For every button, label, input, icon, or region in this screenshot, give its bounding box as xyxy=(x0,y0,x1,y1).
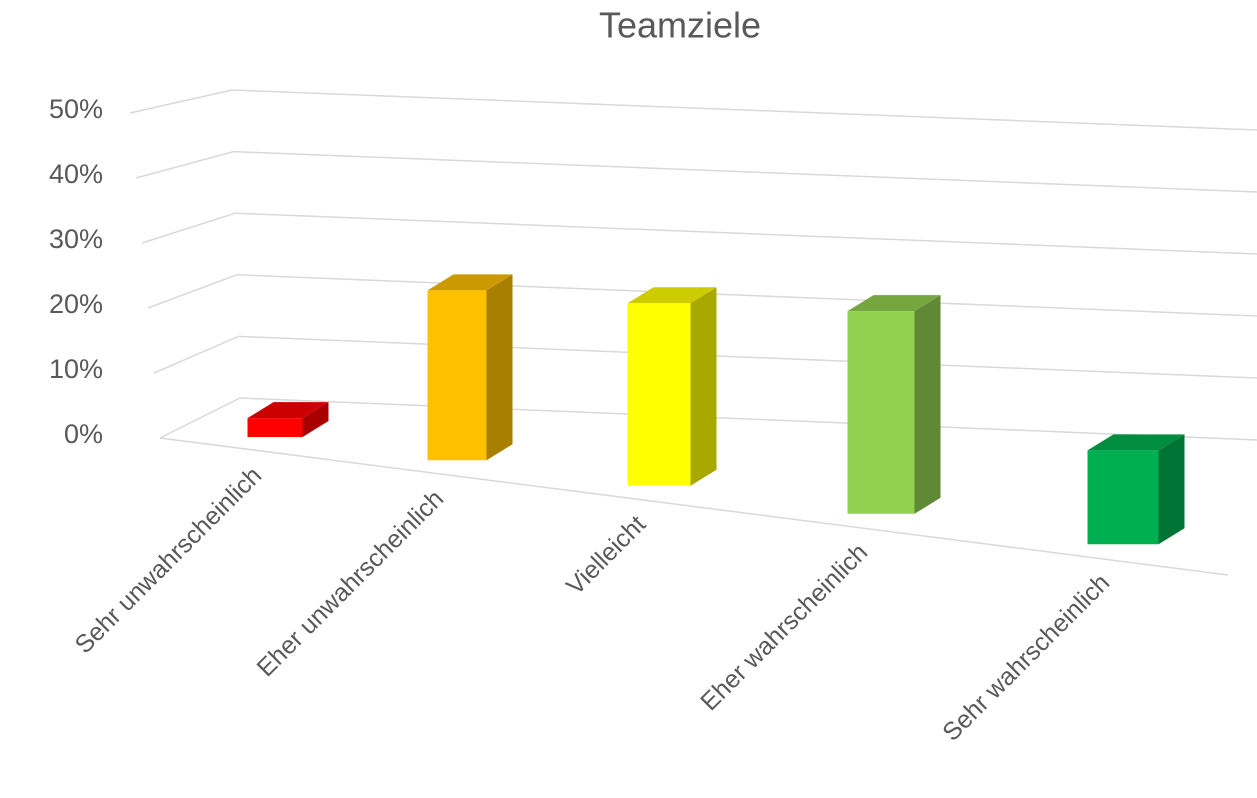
y-tick-label: 30% xyxy=(49,224,103,254)
bar-group xyxy=(847,295,941,514)
grid-line xyxy=(239,397,1257,441)
grid-line xyxy=(153,335,239,374)
bar-top xyxy=(1087,434,1185,451)
bar xyxy=(847,311,915,514)
bar-group xyxy=(1087,434,1185,545)
chart-title: Teamziele xyxy=(599,5,761,46)
x-tick-label: Sehr unwahrscheinlich xyxy=(70,461,268,659)
bar-group xyxy=(247,402,329,437)
bar-side xyxy=(914,295,941,514)
grid-line xyxy=(235,212,1257,255)
bar-group xyxy=(427,274,513,461)
bar-side xyxy=(690,287,717,486)
x-tick-label: Vielleicht xyxy=(561,510,651,600)
bar-top xyxy=(847,295,941,312)
floor-line xyxy=(159,437,1229,576)
bar xyxy=(627,303,691,486)
y-tick-label: 20% xyxy=(49,289,103,319)
grid-line xyxy=(233,150,1257,193)
grid-line xyxy=(159,397,241,439)
bar-top xyxy=(627,287,717,304)
x-tick-label: Eher unwahrscheinlich xyxy=(252,485,450,683)
bar-side xyxy=(1158,434,1185,545)
grid-line xyxy=(141,212,236,244)
y-tick-label: 0% xyxy=(64,419,103,449)
bar-top xyxy=(247,402,329,419)
grid-line xyxy=(135,150,234,179)
x-tick-label: Sehr wahrscheinlich xyxy=(937,569,1115,747)
grid-line xyxy=(238,335,1257,379)
bar-group xyxy=(627,287,717,486)
bar-side xyxy=(486,274,513,461)
grid-line xyxy=(236,274,1257,317)
y-tick-label: 50% xyxy=(49,94,103,124)
bar xyxy=(427,290,487,461)
grid-line xyxy=(129,89,233,114)
grid-line xyxy=(231,89,1257,131)
bar-side xyxy=(302,402,329,437)
grid-line xyxy=(147,274,238,309)
bar xyxy=(247,418,303,437)
bar-top xyxy=(427,274,513,291)
bar xyxy=(1087,450,1159,545)
x-tick-label: Eher wahrscheinlich xyxy=(695,538,873,716)
y-tick-label: 40% xyxy=(49,159,103,189)
y-tick-label: 10% xyxy=(49,354,103,384)
